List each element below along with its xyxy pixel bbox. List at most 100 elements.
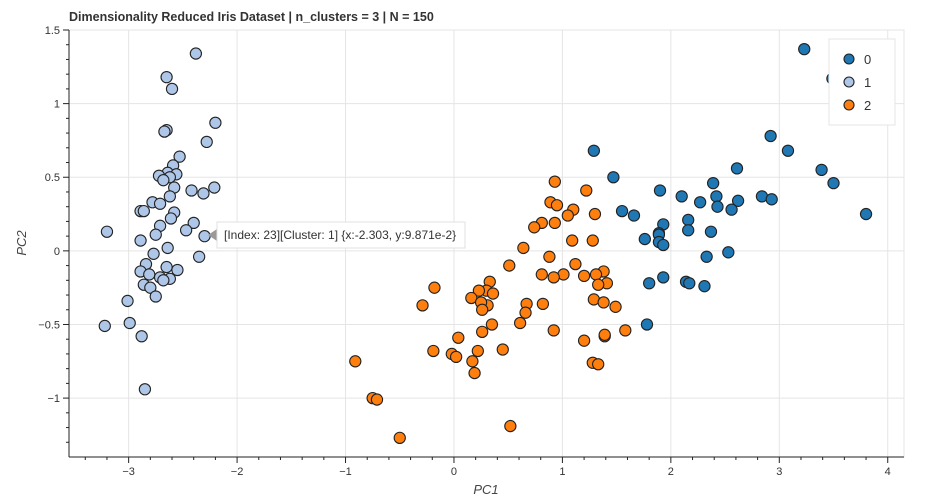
data-point-cluster-0[interactable]: [627, 209, 641, 222]
data-point-cluster-1[interactable]: [160, 260, 173, 274]
data-point-cluster-2[interactable]: [547, 324, 560, 337]
legend-label-0[interactable]: 0: [864, 52, 871, 67]
data-point-cluster-0[interactable]: [710, 190, 723, 203]
data-point-cluster-1[interactable]: [197, 187, 210, 200]
data-point-cluster-0[interactable]: [725, 203, 738, 216]
legend[interactable]: 0 1 2: [828, 38, 896, 126]
data-point-cluster-2[interactable]: [472, 284, 486, 297]
data-point-cluster-2[interactable]: [580, 184, 593, 197]
data-point-cluster-2[interactable]: [561, 209, 574, 222]
data-point-cluster-1[interactable]: [163, 190, 177, 203]
data-point-cluster-1[interactable]: [164, 212, 178, 225]
data-point-cluster-2[interactable]: [370, 393, 384, 406]
data-point-cluster-1[interactable]: [208, 181, 221, 194]
data-point-cluster-0[interactable]: [711, 200, 724, 213]
data-point-cluster-2[interactable]: [452, 331, 465, 344]
legend-marker-2[interactable]: [843, 99, 855, 111]
data-point-cluster-0[interactable]: [693, 196, 707, 209]
data-point-cluster-2[interactable]: [589, 268, 603, 281]
data-point-cluster-2[interactable]: [598, 328, 611, 341]
data-point-cluster-1[interactable]: [137, 204, 150, 218]
data-point-cluster-1[interactable]: [157, 274, 170, 287]
data-point-cluster-2[interactable]: [569, 257, 582, 271]
data-point-cluster-1[interactable]: [158, 125, 171, 138]
data-point-cluster-0[interactable]: [764, 129, 777, 143]
data-point-cluster-2[interactable]: [427, 344, 440, 358]
data-point-cluster-0[interactable]: [698, 280, 711, 293]
data-point-cluster-2[interactable]: [485, 318, 499, 331]
data-point-cluster-0[interactable]: [798, 42, 811, 56]
data-point-cluster-2[interactable]: [476, 325, 489, 338]
data-point-cluster-2[interactable]: [513, 316, 527, 330]
data-points[interactable]: [98, 42, 873, 445]
legend-label-2[interactable]: 2: [864, 98, 871, 113]
data-point-cluster-1[interactable]: [173, 150, 186, 163]
data-point-cluster-2[interactable]: [449, 350, 463, 364]
data-point-cluster-2[interactable]: [577, 269, 591, 283]
data-point-cluster-2[interactable]: [609, 300, 622, 313]
data-point-cluster-0[interactable]: [706, 176, 720, 190]
data-point-cluster-0[interactable]: [675, 190, 688, 203]
data-point-cluster-2[interactable]: [416, 299, 429, 312]
data-point-cluster-1[interactable]: [100, 225, 114, 238]
data-point-cluster-2[interactable]: [471, 344, 484, 358]
legend-label-1[interactable]: 1: [864, 75, 871, 90]
data-point-cluster-1[interactable]: [200, 135, 213, 149]
data-point-cluster-2[interactable]: [517, 241, 530, 255]
data-point-cluster-2[interactable]: [597, 296, 610, 309]
data-point-cluster-2[interactable]: [504, 419, 517, 433]
data-point-cluster-1[interactable]: [198, 229, 211, 243]
legend-marker-0[interactable]: [843, 53, 855, 65]
data-point-cluster-0[interactable]: [607, 171, 620, 184]
data-point-cluster-2[interactable]: [548, 216, 561, 230]
data-point-cluster-1[interactable]: [149, 228, 162, 241]
data-point-cluster-1[interactable]: [144, 281, 157, 294]
data-point-cluster-1[interactable]: [121, 294, 134, 308]
data-point-cluster-0[interactable]: [638, 232, 651, 246]
data-point-cluster-2[interactable]: [466, 355, 479, 368]
data-point-cluster-1[interactable]: [161, 241, 174, 255]
data-point-cluster-1[interactable]: [134, 234, 147, 247]
data-point-cluster-2[interactable]: [503, 259, 516, 272]
data-point-cluster-1[interactable]: [157, 174, 170, 187]
data-point-cluster-2[interactable]: [586, 234, 599, 247]
data-point-cluster-0[interactable]: [781, 144, 795, 157]
data-point-cluster-0[interactable]: [815, 163, 828, 177]
data-point-cluster-1[interactable]: [149, 290, 162, 303]
data-point-cluster-0[interactable]: [615, 204, 629, 218]
data-point-cluster-2[interactable]: [619, 324, 632, 337]
data-point-cluster-1[interactable]: [98, 319, 111, 333]
data-point-cluster-2[interactable]: [428, 281, 441, 294]
data-point-cluster-0[interactable]: [765, 193, 778, 206]
data-point-cluster-2[interactable]: [476, 303, 489, 316]
data-point-cluster-0[interactable]: [682, 213, 695, 227]
data-point-cluster-1[interactable]: [165, 82, 179, 96]
data-point-cluster-2[interactable]: [592, 358, 605, 371]
data-point-cluster-0[interactable]: [683, 277, 696, 290]
data-point-cluster-2[interactable]: [547, 271, 560, 284]
data-point-cluster-0[interactable]: [722, 246, 735, 259]
data-point-cluster-0[interactable]: [859, 207, 873, 221]
data-point-cluster-1[interactable]: [147, 247, 160, 260]
data-point-cluster-2[interactable]: [536, 297, 550, 311]
data-point-cluster-2[interactable]: [577, 334, 591, 347]
data-point-cluster-1[interactable]: [192, 250, 206, 263]
data-point-cluster-1[interactable]: [185, 184, 198, 197]
data-point-cluster-0[interactable]: [653, 184, 667, 197]
data-point-cluster-0[interactable]: [643, 277, 656, 290]
data-point-cluster-0[interactable]: [640, 318, 654, 331]
data-point-cluster-2[interactable]: [496, 343, 509, 356]
data-point-cluster-0[interactable]: [682, 224, 695, 237]
data-point-cluster-2[interactable]: [592, 278, 605, 291]
data-point-cluster-2[interactable]: [588, 207, 602, 221]
data-point-cluster-0[interactable]: [704, 225, 718, 238]
data-point-cluster-1[interactable]: [153, 197, 167, 210]
data-point-cluster-2[interactable]: [349, 355, 362, 368]
data-point-cluster-1[interactable]: [179, 224, 193, 237]
data-point-cluster-0[interactable]: [587, 144, 601, 157]
data-point-cluster-2[interactable]: [393, 431, 406, 445]
data-point-cluster-0[interactable]: [657, 271, 670, 284]
data-point-cluster-2[interactable]: [528, 221, 541, 234]
data-point-cluster-0[interactable]: [827, 176, 840, 190]
data-point-cluster-2[interactable]: [543, 250, 556, 263]
